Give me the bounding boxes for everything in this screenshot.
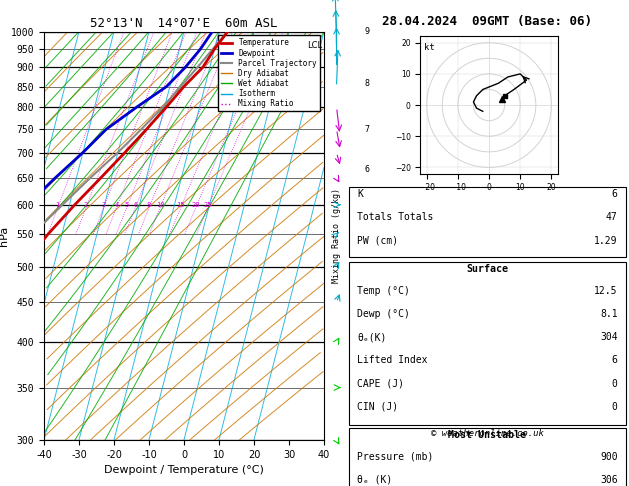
Text: LCL: LCL [307, 41, 322, 50]
Text: 0: 0 [611, 402, 618, 412]
Text: 47: 47 [606, 212, 618, 223]
Text: kt: kt [423, 43, 434, 52]
Text: 900: 900 [600, 451, 618, 462]
Text: 5: 5 [125, 202, 129, 208]
Text: 1: 1 [55, 202, 60, 208]
Text: Most Unstable: Most Unstable [448, 431, 526, 440]
Legend: Temperature, Dewpoint, Parcel Trajectory, Dry Adiabat, Wet Adiabat, Isotherm, Mi: Temperature, Dewpoint, Parcel Trajectory… [218, 35, 320, 111]
Text: 6: 6 [611, 189, 618, 199]
Bar [349, 187, 626, 257]
Bar [349, 262, 626, 425]
Text: 8: 8 [147, 202, 151, 208]
Text: 6: 6 [133, 202, 137, 208]
Text: 4: 4 [364, 262, 369, 271]
Text: 20: 20 [192, 202, 200, 208]
Text: 2: 2 [84, 202, 88, 208]
Title: 52°13'N  14°07'E  60m ASL: 52°13'N 14°07'E 60m ASL [90, 17, 278, 31]
Text: 8: 8 [364, 79, 369, 88]
Text: 28.04.2024  09GMT (Base: 06): 28.04.2024 09GMT (Base: 06) [382, 15, 593, 28]
Text: Mixing Ratio (g/kg): Mixing Ratio (g/kg) [332, 188, 341, 283]
Text: CAPE (J): CAPE (J) [357, 379, 404, 389]
Text: 1.29: 1.29 [594, 236, 618, 246]
Text: Dewp (°C): Dewp (°C) [357, 309, 410, 319]
Text: 6: 6 [364, 165, 369, 174]
Y-axis label: hPa: hPa [0, 226, 9, 246]
Text: 25: 25 [204, 202, 212, 208]
Text: Temp (°C): Temp (°C) [357, 285, 410, 295]
Bar [349, 428, 626, 486]
Text: 9: 9 [364, 27, 369, 36]
Text: CIN (J): CIN (J) [357, 402, 399, 412]
Text: 12.5: 12.5 [594, 285, 618, 295]
Text: 306: 306 [600, 475, 618, 485]
Text: ASL: ASL [364, 448, 381, 457]
Text: 15: 15 [177, 202, 185, 208]
Text: © weatheronline.co.uk: © weatheronline.co.uk [431, 429, 544, 438]
Text: 304: 304 [600, 332, 618, 342]
Text: 8.1: 8.1 [600, 309, 618, 319]
Text: 2: 2 [364, 360, 369, 369]
Text: 1: 1 [364, 399, 369, 409]
X-axis label: Dewpoint / Temperature (°C): Dewpoint / Temperature (°C) [104, 465, 264, 475]
Text: Surface: Surface [467, 264, 508, 274]
Text: Totals Totals: Totals Totals [357, 212, 434, 223]
Text: 0: 0 [364, 435, 369, 444]
Text: 0: 0 [611, 379, 618, 389]
Text: θₑ (K): θₑ (K) [357, 475, 392, 485]
Text: km: km [364, 451, 375, 460]
Text: 10: 10 [156, 202, 164, 208]
Text: 3: 3 [101, 202, 106, 208]
Text: PW (cm): PW (cm) [357, 236, 399, 246]
Text: 5: 5 [364, 200, 369, 209]
Text: Lifted Index: Lifted Index [357, 355, 428, 365]
Text: 3: 3 [364, 314, 369, 323]
Text: K: K [357, 189, 364, 199]
Text: Pressure (mb): Pressure (mb) [357, 451, 434, 462]
Text: 7: 7 [364, 124, 369, 134]
Text: 4: 4 [114, 202, 118, 208]
Text: 6: 6 [611, 355, 618, 365]
Text: θₑ(K): θₑ(K) [357, 332, 387, 342]
